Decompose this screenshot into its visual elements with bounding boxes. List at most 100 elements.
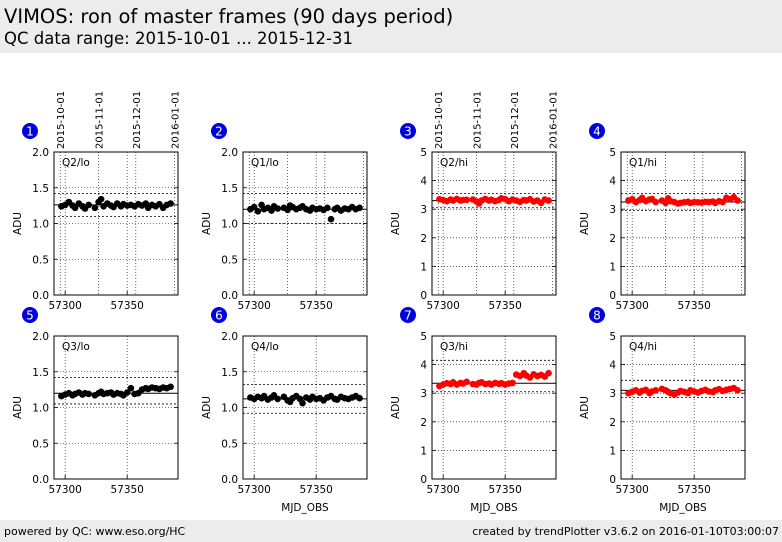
y-tick-label: 0 — [609, 474, 616, 486]
data-point — [356, 204, 363, 212]
y-tick-label: 2.0 — [221, 147, 238, 159]
x-tick-label: 57350 — [488, 484, 521, 496]
y-tick-label: 4 — [420, 360, 427, 372]
y-tick-label: 1 — [420, 445, 427, 457]
y-tick-label: 1.5 — [32, 367, 49, 379]
panel-number-text: 2 — [215, 125, 223, 139]
y-axis-label: ADU — [201, 396, 213, 419]
y-tick-label: 2.0 — [221, 331, 238, 343]
page-title: VIMOS: ron of master frames (90 days per… — [4, 5, 454, 28]
data-point — [167, 200, 174, 207]
panel-number-text: 6 — [215, 309, 223, 323]
y-axis-label: ADU — [390, 396, 402, 419]
footer-bar: powered by QC: www.eso.org/HC created by… — [0, 520, 782, 542]
date-tick-label: 2016-01-01 — [548, 91, 559, 149]
y-tick-label: 1.0 — [221, 219, 238, 231]
y-tick-label: 1 — [609, 261, 616, 273]
panel-number-badge — [211, 307, 227, 323]
panel-number-text: 8 — [593, 309, 601, 323]
panel-label: Q3/hi — [440, 341, 468, 353]
y-tick-label: 1.0 — [32, 403, 49, 415]
y-tick-label: 2 — [420, 417, 427, 429]
header-bar: VIMOS: ron of master frames (90 days per… — [0, 0, 782, 53]
x-tick-label: 57350 — [488, 300, 521, 312]
y-tick-label: 1.5 — [32, 183, 49, 195]
data-point — [167, 383, 174, 391]
y-tick-label: 2.0 — [32, 331, 49, 343]
data-point — [463, 378, 471, 386]
panel-label: Q2/hi — [440, 157, 468, 169]
footer-created: created by trendPlotter v3.6.2 on 2016-0… — [472, 525, 779, 538]
x-tick-label: 57300 — [615, 300, 648, 312]
y-tick-label: 0 — [420, 474, 427, 486]
date-tick-label: 2015-11-01 — [473, 91, 484, 149]
y-tick-label: 0.0 — [221, 290, 238, 302]
plot-frame — [431, 335, 557, 480]
panel-number-text: 1 — [26, 125, 34, 139]
data-point — [97, 195, 105, 203]
data-point — [274, 395, 282, 403]
panel-number-badge — [400, 307, 416, 323]
data-point — [356, 394, 363, 402]
x-tick-label: 57350 — [110, 484, 143, 496]
plot-frame — [620, 335, 746, 480]
date-tick-label: 2015-12-01 — [132, 91, 143, 149]
data-point — [85, 201, 92, 209]
x-axis-label: MJD_OBS — [659, 502, 707, 514]
data-point — [545, 197, 552, 204]
panel-1: 0.0 0.5 1.0 1.5 2.0 57300 57350 Q2/lo ADU 1 2015-1… — [12, 91, 181, 312]
data-point — [509, 379, 516, 387]
y-tick-label: 0.0 — [221, 474, 238, 486]
panel-number-text: 4 — [593, 125, 601, 139]
data-point — [652, 198, 659, 206]
date-tick-label: 2015-10-01 — [434, 91, 445, 149]
x-tick-label: 57300 — [426, 484, 459, 496]
panel-label: Q3/lo — [62, 341, 90, 353]
y-tick-label: 4 — [420, 176, 427, 188]
panel-3: 0 1 2 3 4 5 57300 57350 Q2/hi ADU 3 2015-10-01 2015-… — [390, 91, 559, 312]
data-point — [324, 204, 331, 212]
y-tick-label: 1.5 — [221, 183, 238, 195]
y-tick-label: 5 — [420, 147, 427, 159]
footer-credit: powered by QC: www.eso.org/HC — [4, 525, 186, 538]
y-tick-label: 1 — [609, 445, 616, 457]
panel-number-text: 5 — [26, 309, 34, 323]
y-tick-label: 3 — [420, 388, 427, 400]
x-tick-label: 57350 — [677, 484, 710, 496]
y-tick-label: 1 — [420, 261, 427, 273]
y-tick-label: 1.5 — [221, 367, 238, 379]
y-tick-label: 5 — [420, 331, 427, 343]
y-axis-label: ADU — [390, 212, 402, 235]
panel-label: Q4/lo — [251, 341, 279, 353]
data-point — [734, 197, 741, 204]
y-tick-label: 4 — [609, 360, 616, 372]
data-point — [274, 205, 282, 212]
y-axis-label: ADU — [12, 396, 24, 419]
x-tick-label: 57300 — [48, 300, 81, 312]
data-point — [545, 369, 552, 377]
y-tick-label: 4 — [609, 176, 616, 188]
y-tick-label: 3 — [609, 204, 616, 216]
y-tick-label: 2 — [609, 417, 616, 429]
y-tick-label: 0.5 — [221, 438, 238, 450]
y-tick-label: 5 — [609, 147, 616, 159]
y-tick-label: 2 — [420, 233, 427, 245]
x-axis-label: MJD_OBS — [281, 502, 329, 514]
date-tick-label: 2015-12-01 — [510, 91, 521, 149]
x-tick-label: 57300 — [237, 484, 270, 496]
plot-frame — [431, 151, 557, 296]
y-tick-label: 0.5 — [221, 254, 238, 266]
panel-7: 0 1 2 3 4 5 57300 57350 Q3/hi ADU MJD_OBS 7 — [390, 307, 557, 514]
date-tick-label: 2015-11-01 — [95, 91, 106, 149]
x-tick-label: 57350 — [677, 300, 710, 312]
y-tick-label: 2.0 — [32, 147, 49, 159]
data-point — [85, 390, 92, 398]
page-subtitle: QC data range: 2015-10-01 ... 2015-12-31 — [4, 29, 353, 48]
y-tick-label: 0.5 — [32, 438, 49, 450]
y-tick-label: 1.0 — [221, 403, 238, 415]
panel-number-badge — [589, 123, 605, 139]
x-tick-label: 57300 — [237, 300, 270, 312]
y-tick-label: 1.0 — [32, 219, 49, 231]
data-point — [327, 215, 335, 223]
